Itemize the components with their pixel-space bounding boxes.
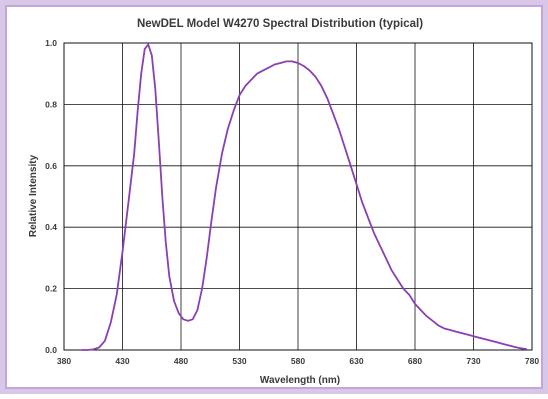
x-tick-label: 630 — [349, 356, 363, 366]
x-tick-label: 480 — [174, 356, 188, 366]
y-tick-label: 1.0 — [45, 38, 57, 48]
x-axis-label: Wavelength (nm) — [260, 375, 340, 386]
x-tick-label: 430 — [115, 356, 129, 366]
spectrum-line — [80, 43, 528, 351]
x-tick-label: 530 — [232, 356, 246, 366]
plot-area: 380 430 480 530 580 630 680 730 780 0.0 0.2 0.4 0.6 0… — [45, 38, 539, 366]
chart-area-background — [5, 5, 543, 389]
y-tick-label: 0.8 — [45, 99, 57, 109]
y-tick-label: 0.6 — [45, 161, 57, 171]
y-tick-label: 0.2 — [45, 284, 57, 294]
x-tick-label: 680 — [408, 356, 422, 366]
x-tick-label: 780 — [525, 356, 539, 366]
x-tick-label: 730 — [466, 356, 480, 366]
x-tick-label: 580 — [291, 356, 305, 366]
y-tick-label: 0.0 — [45, 345, 57, 355]
x-tick-label: 380 — [57, 356, 71, 366]
chart-title: NewDEL Model W4270 Spectral Distribution… — [137, 18, 423, 30]
y-axis-label: Relative Intensity — [28, 154, 39, 237]
y-tick-label: 0.4 — [45, 222, 57, 232]
